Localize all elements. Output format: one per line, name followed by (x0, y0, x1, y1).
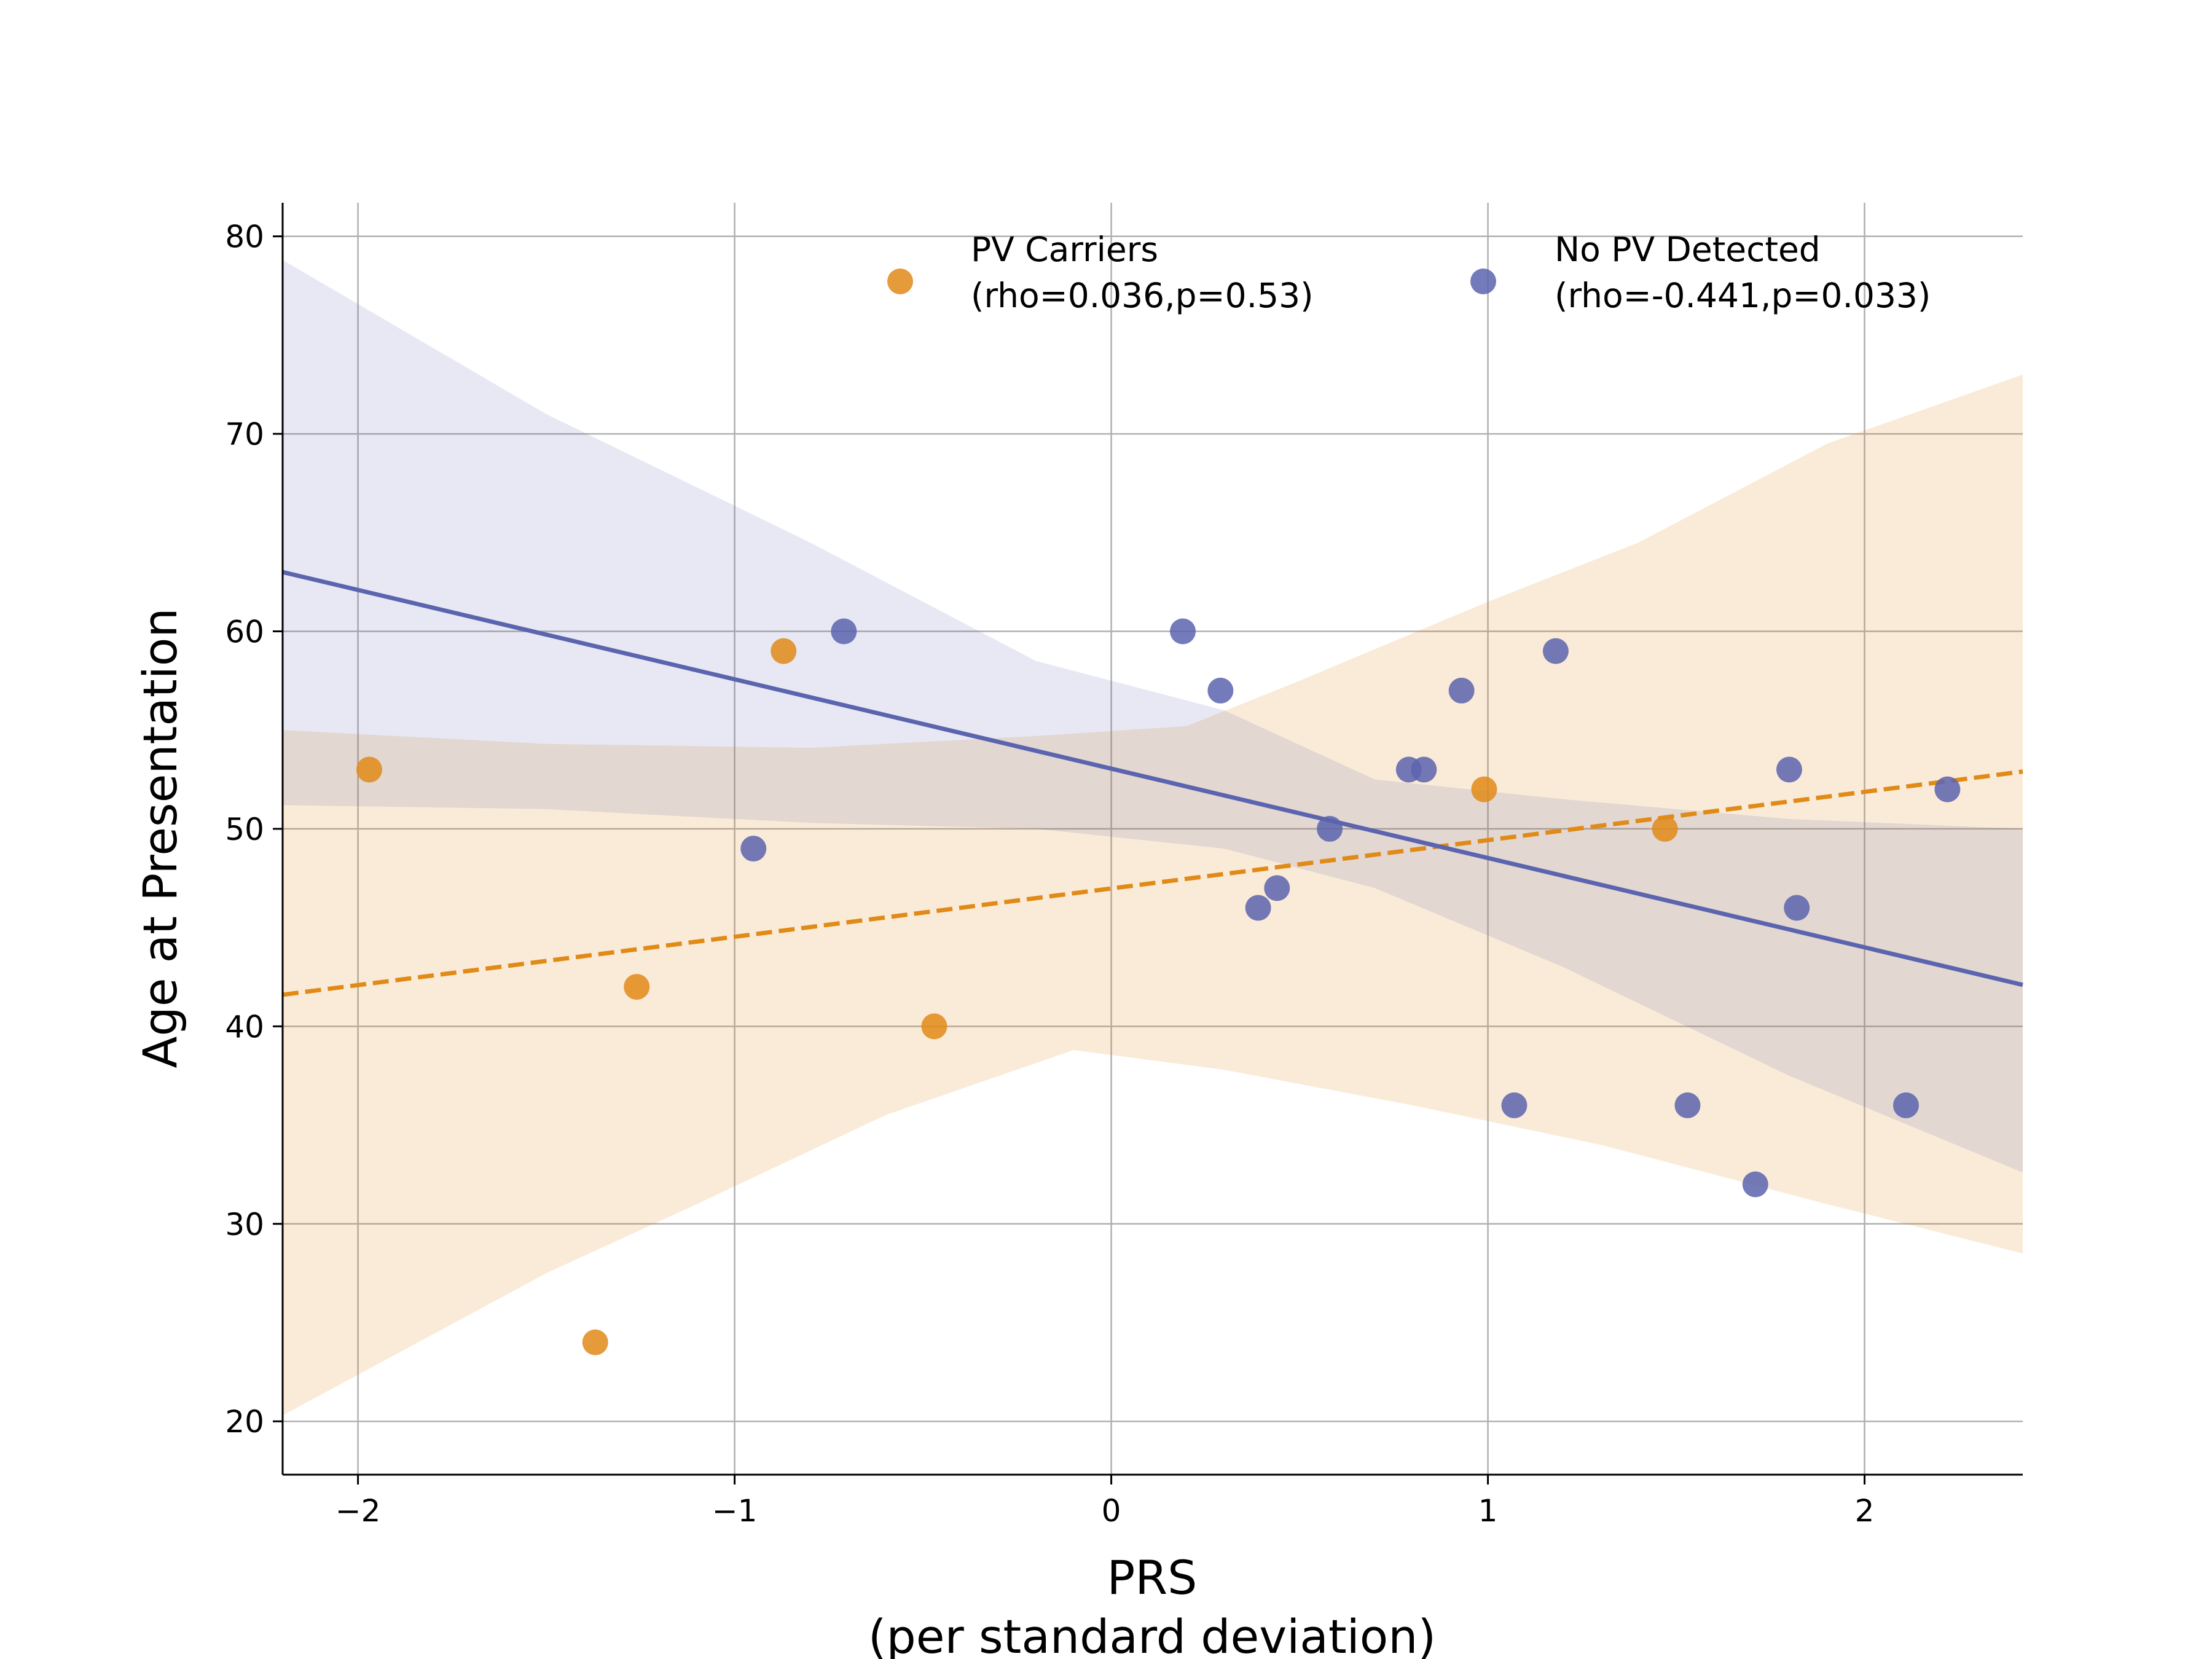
x-tick-label: 1 (1478, 1493, 1498, 1529)
point-no-pv-detected (1264, 875, 1290, 901)
fit-line-pv-carriers (282, 769, 2023, 997)
point-no-pv-detected (1501, 1092, 1528, 1118)
point-no-pv-detected (1776, 756, 1802, 783)
point-pv-carriers (771, 638, 797, 664)
legend-marker-pv-carriers (887, 269, 913, 294)
x-axis-subtitle: (per standard deviation) (868, 1609, 1436, 1659)
point-pv-carriers (1471, 776, 1497, 802)
point-no-pv-detected (1742, 1171, 1768, 1198)
y-axis-title: Age at Presentation (133, 608, 187, 1069)
confidence-bands (283, 260, 2023, 1416)
point-no-pv-detected (1411, 756, 1437, 783)
point-no-pv-detected (1448, 677, 1475, 704)
ci-band-no-pv-detected (283, 260, 2023, 1173)
point-no-pv-detected (1784, 895, 1810, 921)
point-no-pv-detected (831, 618, 857, 645)
point-no-pv-detected (1674, 1092, 1701, 1118)
point-pv-carriers (356, 756, 382, 783)
x-tick-label: 2 (1855, 1493, 1875, 1529)
y-tick-label: 80 (225, 219, 264, 255)
fit-line-no-pv-detected (282, 570, 2023, 987)
point-no-pv-detected (1207, 677, 1234, 704)
y-tick-label: 40 (225, 1009, 264, 1045)
y-tick-label: 20 (225, 1404, 264, 1440)
point-no-pv-detected (1892, 1092, 1919, 1118)
point-pv-carriers (1652, 815, 1678, 842)
point-no-pv-detected (740, 836, 767, 862)
y-tick-label: 30 (225, 1207, 264, 1242)
y-tick-label: 70 (225, 417, 264, 452)
y-tick-label: 60 (225, 614, 264, 650)
x-tick-label: −1 (712, 1493, 758, 1529)
legend-label-pv-carriers: PV Carriers (971, 230, 1158, 269)
point-no-pv-detected (1317, 815, 1343, 842)
grid (283, 203, 2023, 1475)
y-tick-label: 50 (225, 812, 264, 847)
legend: PV Carriers (rho=0.036,p=0.53) No PV Det… (887, 230, 1931, 315)
legend-label-no-pv-detected: No PV Detected (1555, 230, 1821, 269)
point-no-pv-detected (1245, 895, 1271, 921)
data-points (356, 618, 1961, 1355)
x-axis-title: PRS (1107, 1550, 1198, 1605)
legend-stat-pv-carriers: (rho=0.036,p=0.53) (971, 276, 1314, 315)
legend-marker-no-pv-detected (1470, 269, 1496, 294)
x-tick-label: 0 (1102, 1493, 1121, 1529)
point-no-pv-detected (1934, 776, 1961, 802)
ci-band-pv-carriers (283, 374, 2023, 1416)
point-pv-carriers (582, 1329, 608, 1355)
legend-stat-no-pv-detected: (rho=-0.441,p=0.033) (1555, 276, 1931, 315)
regression-lines (282, 570, 2023, 997)
point-pv-carriers (624, 974, 650, 1000)
x-tick-label: −2 (335, 1493, 381, 1529)
axes: −2 −1 0 1 2 20 30 40 50 60 70 80 (225, 203, 2023, 1529)
point-no-pv-detected (1542, 638, 1569, 664)
point-no-pv-detected (1170, 618, 1196, 645)
point-pv-carriers (921, 1013, 947, 1040)
